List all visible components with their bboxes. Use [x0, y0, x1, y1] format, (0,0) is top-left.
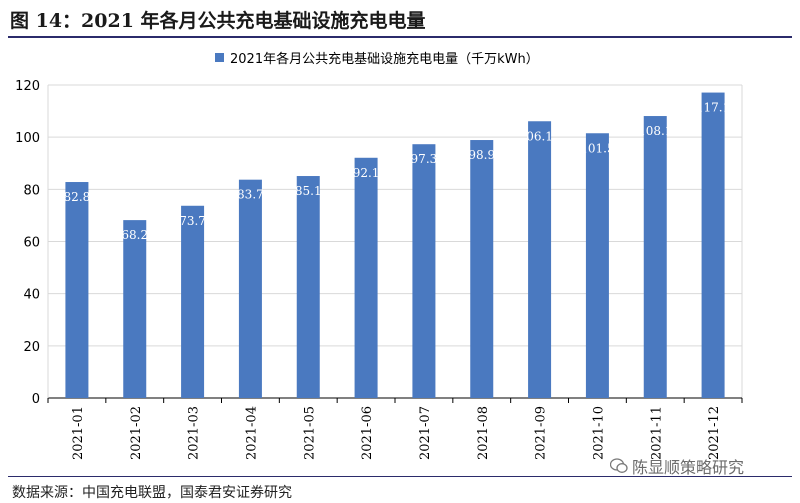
y-tick-label: 100	[15, 131, 40, 146]
x-tick-label: 2021-08	[476, 406, 491, 460]
data-label: 85.1	[295, 184, 322, 198]
data-label: 97.3	[411, 152, 438, 166]
y-tick-label: 40	[23, 288, 40, 303]
data-label: 101.5	[580, 141, 614, 155]
data-label: 98.9	[468, 148, 495, 162]
bar	[296, 176, 320, 398]
x-tick-label: 2021-04	[244, 406, 259, 460]
x-tick-label: 2021-12	[707, 406, 722, 460]
footer-rule	[8, 476, 792, 477]
bar	[238, 179, 262, 398]
x-tick-label: 2021-02	[129, 406, 144, 460]
bar	[643, 116, 667, 398]
legend: 2021年各月公共充电基础设施充电电量（千万kWh）	[215, 47, 539, 67]
bar	[701, 92, 725, 399]
x-tick-label: 2021-10	[591, 406, 606, 460]
data-label: 06.1	[526, 129, 553, 143]
bar	[470, 140, 494, 398]
y-tick-label: 60	[23, 236, 40, 251]
data-label: 117.1	[696, 101, 730, 115]
data-label: 92.1	[353, 166, 380, 180]
bar	[65, 182, 89, 398]
x-tick-label: 2021-07	[418, 406, 433, 460]
x-tick-label: 2021-06	[360, 406, 375, 460]
figure-title: 图 14：2021 年各月公共充电基础设施充电电量	[10, 10, 426, 32]
source-note: 数据来源：中国充电联盟，国泰君安证券研究	[12, 485, 292, 501]
x-tick-label: 2021-03	[187, 406, 202, 460]
watermark-text: 陈显顺策略研究	[632, 458, 745, 477]
y-tick-label: 0	[32, 392, 40, 407]
wechat-icon	[610, 458, 628, 473]
bar	[354, 157, 378, 398]
bar	[181, 205, 205, 398]
legend-label: 2021年各月公共充电基础设施充电电量（千万kWh）	[230, 51, 539, 67]
legend-swatch	[215, 52, 224, 62]
x-tick-label: 2021-11	[649, 406, 664, 460]
y-tick-label: 120	[15, 79, 40, 94]
data-label: 83.7	[237, 188, 264, 202]
y-tick-label: 80	[23, 183, 40, 198]
data-label: 108.1	[638, 124, 672, 138]
watermark: 陈显顺策略研究	[610, 454, 744, 478]
bar	[412, 144, 436, 398]
y-tick-label: 20	[23, 340, 40, 355]
x-tick-label: 2021-09	[534, 406, 549, 460]
bar	[123, 220, 147, 398]
data-label: 73.7	[179, 214, 206, 228]
x-tick-label: 2021-05	[302, 406, 317, 460]
data-label: 68.2	[121, 228, 148, 242]
bar	[585, 133, 609, 399]
data-label: 82.8	[64, 190, 91, 204]
bar	[528, 121, 552, 399]
x-tick-label: 2021-01	[71, 406, 86, 460]
title-rule	[8, 36, 792, 38]
